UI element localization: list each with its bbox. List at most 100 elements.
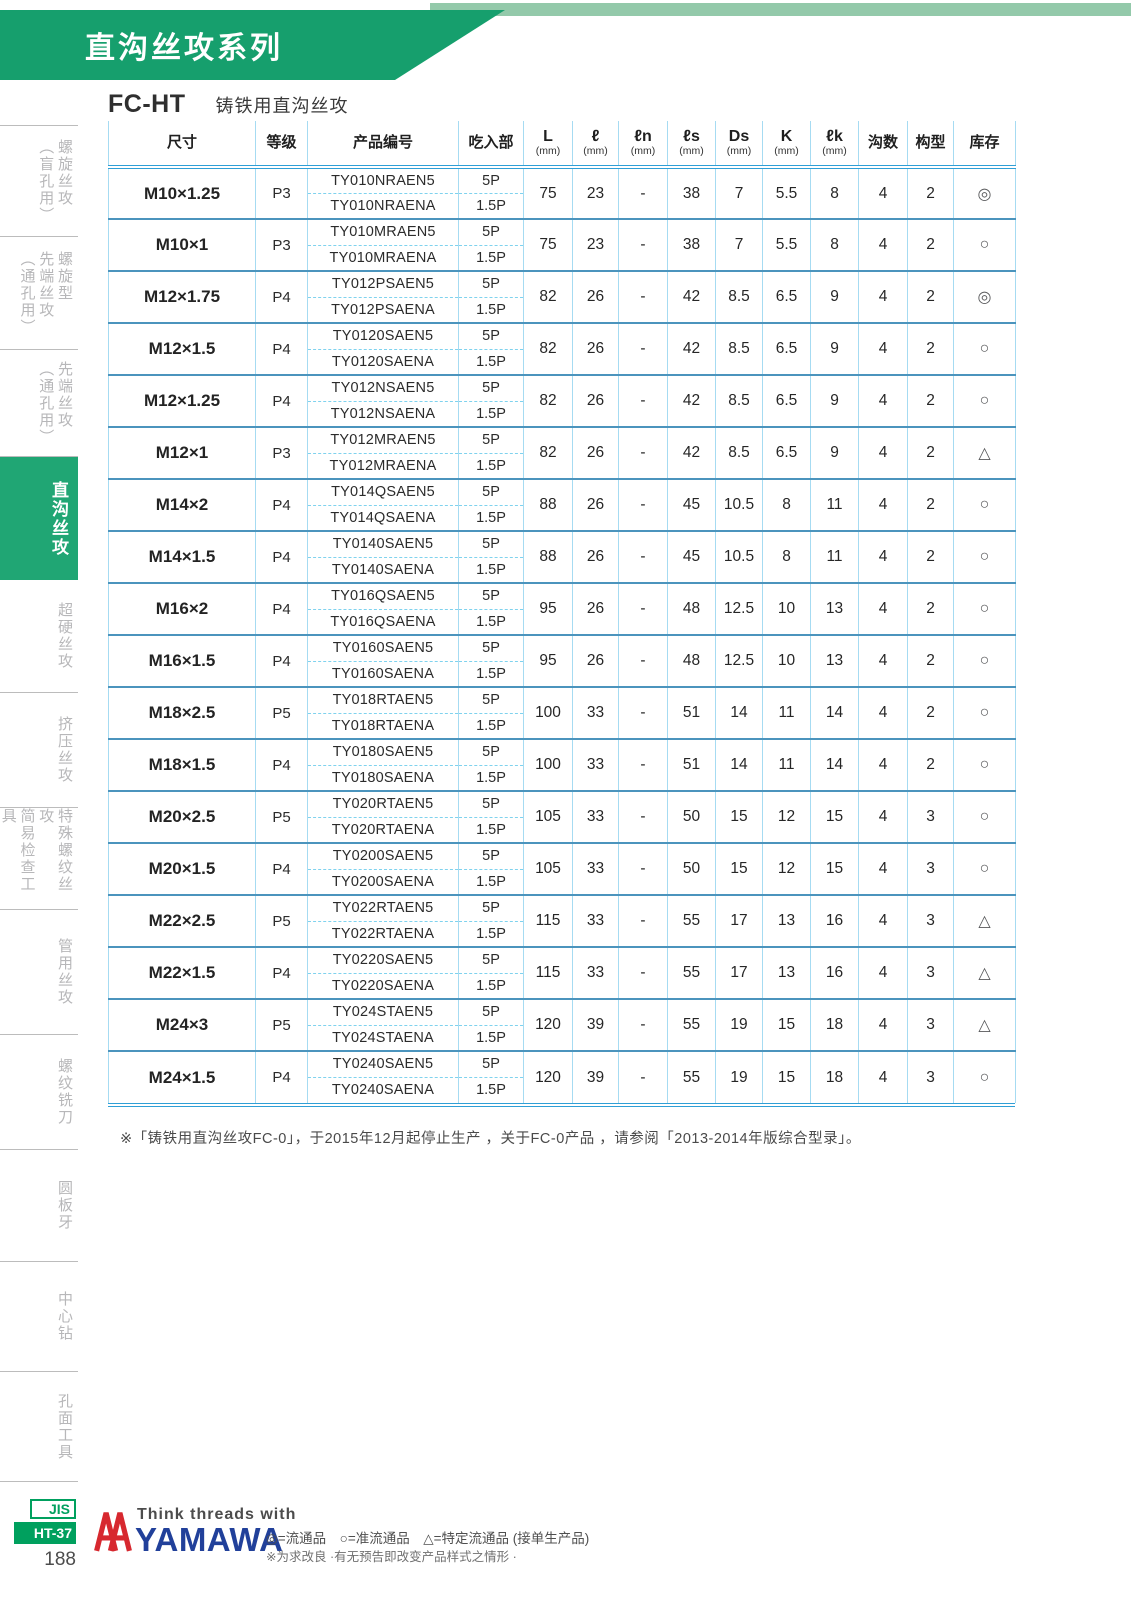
table-subrow: TY010MRAENA 1.5P bbox=[109, 245, 1016, 271]
sidebar-item-round-dies[interactable]: 圆板牙 bbox=[0, 1150, 78, 1262]
sidebar-item-thread-mills[interactable]: 螺纹铣刀 bbox=[0, 1035, 78, 1150]
sidebar-item-forming-taps[interactable]: 挤压丝攻 bbox=[0, 693, 78, 808]
table-subrow: TY016QSAENA 1.5P bbox=[109, 609, 1016, 635]
cell-Ds: 15 bbox=[715, 790, 763, 843]
cell-L: 75 bbox=[523, 218, 573, 271]
cell-chamfer: 1.5P bbox=[458, 713, 524, 739]
cell-ls: 50 bbox=[667, 842, 716, 895]
cell-product-code: TY016QSAENA bbox=[307, 609, 459, 635]
cell-chamfer: 5P bbox=[458, 998, 524, 1026]
cell-K: 15 bbox=[762, 998, 811, 1051]
cell-ls: 48 bbox=[667, 634, 716, 687]
cell-ls: 55 bbox=[667, 946, 716, 999]
table-row: M12×1.5 P4 TY0120SAEN5 5P 82 26-42 8.5 6.5 9 4 2 ○ bbox=[108, 322, 1016, 375]
cell-chamfer: 1.5P bbox=[458, 1077, 524, 1103]
cell-flutes: 4 bbox=[858, 842, 908, 895]
cell-size: M14×2 bbox=[108, 478, 256, 531]
table-row: M24×3 P5 TY024STAEN5 5P 120 39-55 19 15 18 4 3 △ bbox=[108, 998, 1016, 1051]
cell-flutes: 4 bbox=[858, 634, 908, 687]
cell-size: M18×2.5 bbox=[108, 686, 256, 739]
cell-form: 3 bbox=[907, 842, 954, 895]
cell-L: 115 bbox=[523, 894, 573, 947]
cell-product-code: TY012MRAEN5 bbox=[307, 426, 459, 454]
brand-name: YAMAWA bbox=[135, 1521, 284, 1558]
cell-ls: 51 bbox=[667, 738, 716, 791]
cell-grade: P3 bbox=[255, 166, 308, 219]
cell-ls: 51 bbox=[667, 686, 716, 739]
cell-grade: P4 bbox=[255, 478, 308, 531]
cell-L: 95 bbox=[523, 634, 573, 687]
cell-lk: 11 bbox=[810, 478, 859, 531]
cell-form: 3 bbox=[907, 1050, 954, 1103]
col-header-lk: ℓk (mm) bbox=[810, 121, 859, 169]
sidebar-item-label: 螺纹铣刀 bbox=[56, 1058, 73, 1126]
cell-product-code: TY0160SAEN5 bbox=[307, 634, 459, 662]
cell-K: 10 bbox=[762, 582, 811, 635]
cell-flutes: 4 bbox=[858, 270, 908, 323]
table-row: M12×1.75 P4 TY012PSAEN5 5P 82 26-42 8.5 6.5 9 4 2 ◎ bbox=[108, 270, 1016, 323]
cell-product-code: TY012PSAEN5 bbox=[307, 270, 459, 298]
cell-lk: 14 bbox=[810, 738, 859, 791]
cell-ls: 55 bbox=[667, 998, 716, 1051]
cell-grade: P4 bbox=[255, 1050, 308, 1103]
sidebar-item-center-drills[interactable]: 中心钻 bbox=[0, 1262, 78, 1372]
cell-product-code: TY0200SAENA bbox=[307, 869, 459, 895]
cell-ln: - bbox=[618, 166, 668, 219]
col-header-l: ℓ (mm) bbox=[572, 121, 619, 169]
stock-symbol: △ bbox=[953, 998, 1016, 1051]
cell-product-code: TY0120SAENA bbox=[307, 349, 459, 375]
cell-ls: 42 bbox=[667, 270, 716, 323]
cell-flutes: 4 bbox=[858, 322, 908, 375]
sidebar-item-spiral-pointed-taps[interactable]: 螺旋型 先端丝攻 （通孔用） bbox=[0, 237, 78, 350]
col-header-K: K (mm) bbox=[762, 121, 811, 169]
cell-ls: 42 bbox=[667, 426, 716, 479]
cell-product-code: TY016QSAEN5 bbox=[307, 582, 459, 610]
cell-grade: P5 bbox=[255, 894, 308, 947]
page-banner: 直沟丝攻系列 bbox=[0, 10, 505, 80]
cell-product-code: TY012PSAENA bbox=[307, 297, 459, 323]
sidebar-item-special-thread-taps[interactable]: 特殊螺纹丝攻 简易检查工具 bbox=[0, 808, 78, 910]
cell-form: 2 bbox=[907, 530, 954, 583]
cell-L: 120 bbox=[523, 1050, 573, 1103]
cell-flutes: 4 bbox=[858, 582, 908, 635]
cell-chamfer: 5P bbox=[458, 478, 524, 506]
table-subrow: TY0240SAENA 1.5P bbox=[109, 1077, 1016, 1103]
sidebar-item-straight-fluted-taps[interactable]: 直沟丝攻 bbox=[0, 457, 78, 580]
cell-lk: 9 bbox=[810, 270, 859, 323]
col-header-chamfer: 吃入部 bbox=[458, 121, 524, 169]
cell-Ds: 15 bbox=[715, 842, 763, 895]
stock-symbol: △ bbox=[953, 426, 1016, 479]
cell-ln: - bbox=[618, 946, 668, 999]
col-header-L: L (mm) bbox=[523, 121, 573, 169]
cell-chamfer: 5P bbox=[458, 322, 524, 350]
cell-product-code: TY0180SAENA bbox=[307, 765, 459, 791]
sidebar-item-spiral-fluted-taps[interactable]: 螺旋丝攻 （盲孔用） bbox=[0, 125, 78, 237]
cell-product-code: TY0240SAEN5 bbox=[307, 1050, 459, 1078]
cell-form: 2 bbox=[907, 426, 954, 479]
cell-lk: 13 bbox=[810, 582, 859, 635]
sidebar-item-pointed-taps[interactable]: 先端丝攻 （通孔用） bbox=[0, 350, 78, 457]
cell-chamfer: 5P bbox=[458, 218, 524, 246]
cell-flutes: 4 bbox=[858, 478, 908, 531]
cell-ls: 42 bbox=[667, 322, 716, 375]
cell-ln: - bbox=[618, 998, 668, 1051]
cell-Ds: 7 bbox=[715, 218, 763, 271]
table-subrow: TY010NRAENA 1.5P bbox=[109, 193, 1016, 219]
cell-chamfer: 1.5P bbox=[458, 453, 524, 479]
cell-form: 2 bbox=[907, 738, 954, 791]
cell-lk: 9 bbox=[810, 322, 859, 375]
spec-table: 尺寸 等级 产品编号 吃入部 L (mm) ℓ (mm) ℓn (mm) ℓs (mm) Ds (mm) K… bbox=[108, 121, 1016, 1103]
sidebar-item-hole-tools[interactable]: 孔面工具 bbox=[0, 1372, 78, 1482]
cell-Ds: 8.5 bbox=[715, 426, 763, 479]
cell-L: 75 bbox=[523, 166, 573, 219]
stock-symbol: ◎ bbox=[953, 270, 1016, 323]
sidebar-item-carbide-taps[interactable]: 超硬丝攻 bbox=[0, 580, 78, 693]
cell-ln: - bbox=[618, 530, 668, 583]
cell-product-code: TY010NRAENA bbox=[307, 193, 459, 219]
cell-product-code: TY012MRAENA bbox=[307, 453, 459, 479]
table-subrow: TY0200SAENA 1.5P bbox=[109, 869, 1016, 895]
sidebar-item-pipe-taps[interactable]: 管用丝攻 bbox=[0, 910, 78, 1035]
top-accent-strip bbox=[430, 3, 1131, 16]
cell-size: M12×1 bbox=[108, 426, 256, 479]
cell-Ds: 17 bbox=[715, 894, 763, 947]
